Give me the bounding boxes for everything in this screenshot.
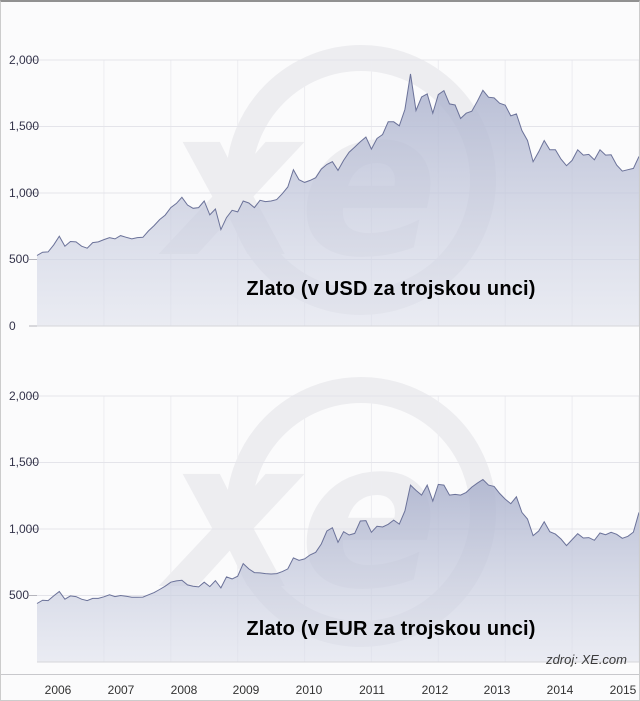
- eur-gold-area-chart: xe: [29, 377, 639, 663]
- xtick-2009: 2009: [232, 683, 260, 697]
- xtick-2008: 2008: [170, 683, 198, 697]
- xtick-2013: 2013: [483, 683, 511, 697]
- eur-ytick-1000: 1,000: [9, 522, 40, 536]
- usd-ytick-0: 0: [9, 319, 16, 333]
- eur-chart-title: Zlato (v EUR za trojskou unci): [246, 618, 536, 640]
- usd-chart-title: Zlato (v USD za trojskou unci): [246, 278, 536, 300]
- xtick-2010: 2010: [295, 683, 323, 697]
- usd-gold-area-chart: xe: [29, 45, 639, 327]
- usd-ytick-1500: 1,500: [9, 119, 40, 133]
- eur-ytick-500: 500: [9, 588, 30, 602]
- xtick-2011: 2011: [359, 683, 385, 697]
- source-note: zdroj: XE.com: [546, 652, 627, 667]
- xtick-2007: 2007: [107, 683, 135, 697]
- xtick-2006: 2006: [44, 683, 72, 697]
- usd-ytick-2000: 2,000: [9, 53, 40, 67]
- usd-ytick-1000: 1,000: [9, 186, 40, 200]
- eur-ytick-2000: 2,000: [9, 389, 40, 403]
- xtick-2012: 2012: [421, 683, 449, 697]
- xtick-2014: 2014: [546, 683, 574, 697]
- usd-ytick-500: 500: [9, 252, 30, 266]
- x-axis-line: [1, 674, 639, 675]
- eur-ytick-1500: 1,500: [9, 455, 40, 469]
- xtick-2015: 2015: [609, 683, 637, 697]
